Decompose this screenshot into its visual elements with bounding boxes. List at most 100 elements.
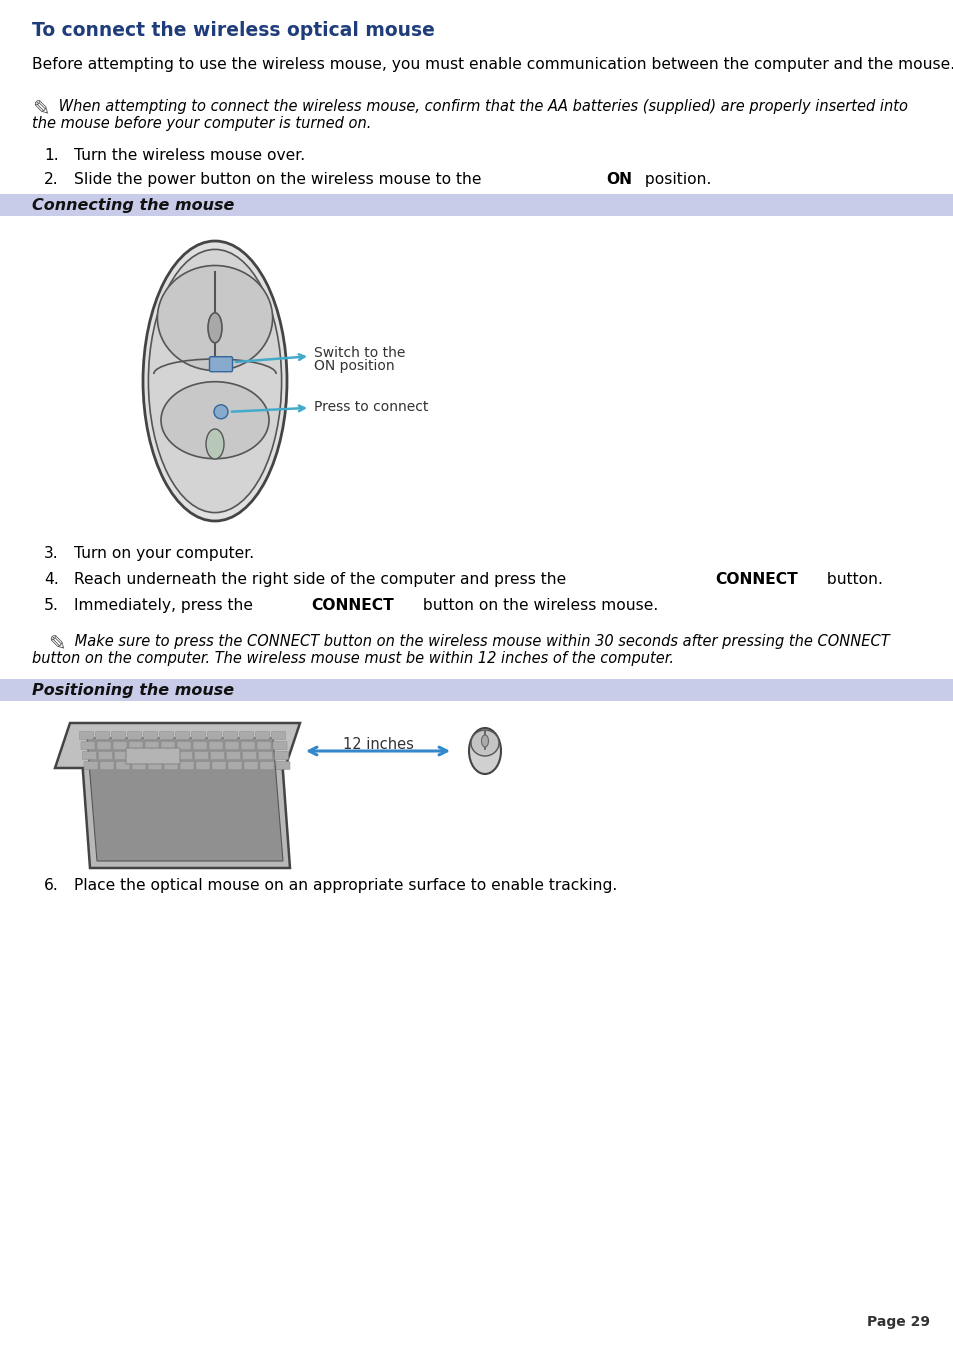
FancyBboxPatch shape bbox=[210, 357, 233, 372]
Circle shape bbox=[213, 405, 228, 419]
FancyBboxPatch shape bbox=[147, 751, 160, 759]
FancyBboxPatch shape bbox=[241, 742, 254, 750]
Text: When attempting to connect the wireless mouse, confirm that the AA batteries (su: When attempting to connect the wireless … bbox=[54, 99, 907, 113]
FancyBboxPatch shape bbox=[164, 762, 178, 770]
Text: button on the computer. The wireless mouse must be within 12 inches of the compu: button on the computer. The wireless mou… bbox=[32, 651, 673, 666]
FancyBboxPatch shape bbox=[180, 762, 193, 770]
FancyBboxPatch shape bbox=[82, 751, 96, 759]
FancyBboxPatch shape bbox=[177, 742, 191, 750]
Ellipse shape bbox=[206, 430, 224, 459]
FancyBboxPatch shape bbox=[211, 751, 224, 759]
Text: Before attempting to use the wireless mouse, you must enable communication betwe: Before attempting to use the wireless mo… bbox=[32, 57, 953, 72]
FancyBboxPatch shape bbox=[228, 762, 242, 770]
Text: ✎: ✎ bbox=[48, 634, 66, 654]
FancyBboxPatch shape bbox=[128, 731, 141, 739]
Text: button on the wireless mouse.: button on the wireless mouse. bbox=[417, 598, 658, 613]
Bar bbox=[0, 680, 953, 701]
FancyBboxPatch shape bbox=[129, 742, 143, 750]
Text: ON position: ON position bbox=[314, 359, 395, 373]
FancyBboxPatch shape bbox=[239, 731, 253, 739]
FancyBboxPatch shape bbox=[114, 751, 129, 759]
Text: Press to connect: Press to connect bbox=[314, 400, 428, 413]
FancyBboxPatch shape bbox=[208, 731, 221, 739]
Ellipse shape bbox=[149, 250, 281, 512]
Text: CONNECT: CONNECT bbox=[715, 571, 798, 586]
Text: Turn the wireless mouse over.: Turn the wireless mouse over. bbox=[74, 149, 305, 163]
FancyBboxPatch shape bbox=[193, 742, 207, 750]
FancyBboxPatch shape bbox=[192, 731, 205, 739]
Text: 12 inches: 12 inches bbox=[342, 738, 413, 753]
Text: Make sure to press the CONNECT button on the wireless mouse within 30 seconds af: Make sure to press the CONNECT button on… bbox=[70, 634, 889, 648]
FancyBboxPatch shape bbox=[223, 731, 237, 739]
Ellipse shape bbox=[143, 240, 287, 521]
FancyBboxPatch shape bbox=[255, 731, 269, 739]
FancyBboxPatch shape bbox=[116, 762, 130, 770]
FancyBboxPatch shape bbox=[159, 731, 173, 739]
FancyBboxPatch shape bbox=[95, 731, 110, 739]
FancyBboxPatch shape bbox=[212, 762, 226, 770]
FancyBboxPatch shape bbox=[81, 742, 95, 750]
FancyBboxPatch shape bbox=[112, 731, 126, 739]
Text: Positioning the mouse: Positioning the mouse bbox=[32, 684, 233, 698]
Text: 3.: 3. bbox=[44, 546, 58, 561]
Text: 4.: 4. bbox=[44, 571, 59, 586]
FancyBboxPatch shape bbox=[242, 751, 256, 759]
FancyBboxPatch shape bbox=[273, 742, 287, 750]
Text: 1.: 1. bbox=[44, 149, 58, 163]
Text: Connecting the mouse: Connecting the mouse bbox=[32, 199, 234, 213]
FancyBboxPatch shape bbox=[256, 742, 271, 750]
FancyBboxPatch shape bbox=[79, 731, 93, 739]
Text: Page 29: Page 29 bbox=[866, 1315, 929, 1329]
FancyBboxPatch shape bbox=[275, 762, 290, 770]
Text: Switch to the: Switch to the bbox=[314, 346, 405, 361]
FancyBboxPatch shape bbox=[145, 742, 159, 750]
Ellipse shape bbox=[161, 382, 269, 459]
FancyBboxPatch shape bbox=[126, 748, 180, 765]
FancyBboxPatch shape bbox=[178, 751, 193, 759]
Text: CONNECT: CONNECT bbox=[311, 598, 394, 613]
FancyBboxPatch shape bbox=[226, 751, 240, 759]
Text: Slide the power button on the wireless mouse to the: Slide the power button on the wireless m… bbox=[74, 172, 486, 186]
Bar bbox=[0, 195, 953, 216]
FancyBboxPatch shape bbox=[97, 742, 111, 750]
FancyBboxPatch shape bbox=[100, 762, 113, 770]
Text: Reach underneath the right side of the computer and press the: Reach underneath the right side of the c… bbox=[74, 571, 571, 586]
FancyBboxPatch shape bbox=[244, 762, 257, 770]
Ellipse shape bbox=[157, 266, 273, 370]
Text: Place the optical mouse on an appropriate surface to enable tracking.: Place the optical mouse on an appropriat… bbox=[74, 878, 617, 893]
Text: button.: button. bbox=[821, 571, 882, 586]
Ellipse shape bbox=[481, 735, 488, 747]
FancyBboxPatch shape bbox=[209, 742, 223, 750]
FancyBboxPatch shape bbox=[98, 751, 112, 759]
FancyBboxPatch shape bbox=[175, 731, 190, 739]
FancyBboxPatch shape bbox=[162, 751, 176, 759]
FancyBboxPatch shape bbox=[274, 751, 288, 759]
Text: Turn on your computer.: Turn on your computer. bbox=[74, 546, 253, 561]
FancyBboxPatch shape bbox=[161, 742, 174, 750]
FancyBboxPatch shape bbox=[148, 762, 162, 770]
Text: ✎: ✎ bbox=[32, 99, 50, 119]
FancyBboxPatch shape bbox=[143, 731, 157, 739]
Text: 2.: 2. bbox=[44, 172, 58, 186]
FancyBboxPatch shape bbox=[84, 762, 98, 770]
Text: 5.: 5. bbox=[44, 598, 59, 613]
FancyBboxPatch shape bbox=[112, 742, 127, 750]
FancyBboxPatch shape bbox=[195, 762, 210, 770]
Text: the mouse before your computer is turned on.: the mouse before your computer is turned… bbox=[32, 116, 371, 131]
FancyBboxPatch shape bbox=[260, 762, 274, 770]
FancyBboxPatch shape bbox=[258, 751, 273, 759]
Text: ON: ON bbox=[605, 172, 632, 186]
FancyBboxPatch shape bbox=[131, 751, 144, 759]
FancyBboxPatch shape bbox=[272, 731, 285, 739]
Ellipse shape bbox=[469, 728, 500, 774]
Text: position.: position. bbox=[639, 172, 710, 186]
Ellipse shape bbox=[208, 313, 222, 343]
Polygon shape bbox=[87, 738, 283, 861]
Text: To connect the wireless optical mouse: To connect the wireless optical mouse bbox=[32, 22, 435, 41]
Polygon shape bbox=[80, 731, 290, 867]
FancyBboxPatch shape bbox=[225, 742, 239, 750]
Text: Immediately, press the: Immediately, press the bbox=[74, 598, 257, 613]
Text: 6.: 6. bbox=[44, 878, 59, 893]
FancyBboxPatch shape bbox=[194, 751, 209, 759]
FancyBboxPatch shape bbox=[132, 762, 146, 770]
